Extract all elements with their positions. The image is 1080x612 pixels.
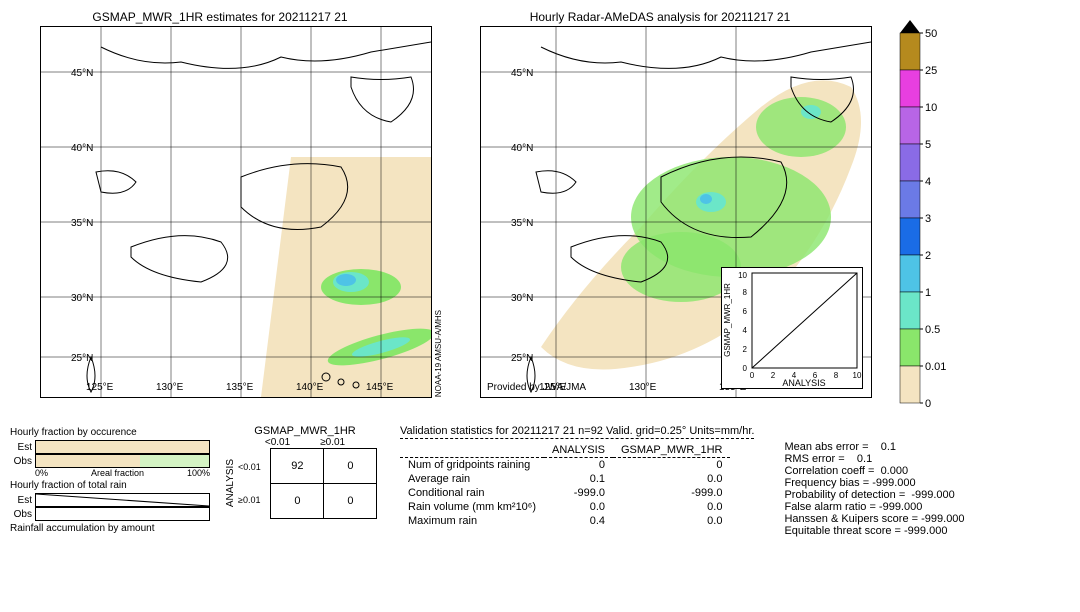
svg-text:8: 8 <box>834 371 839 380</box>
svg-text:35°N: 35°N <box>71 218 93 229</box>
occ-title: Hourly fraction by occurence <box>10 427 210 438</box>
svg-text:4: 4 <box>743 326 748 335</box>
top-row: GSMAP_MWR_1HR estimates for 20211217 21 <box>10 10 1070 410</box>
svg-text:30°N: 30°N <box>511 293 533 304</box>
stat-label: Rain volume (mm km²10⁶) <box>400 500 544 514</box>
svg-text:40°N: 40°N <box>71 143 93 154</box>
svg-text:6: 6 <box>743 307 748 316</box>
colorbar-tick: 4 <box>925 176 931 188</box>
stat-label: Num of gridpoints raining <box>400 458 544 473</box>
colorbar-tick: 1 <box>925 287 931 299</box>
svg-text:45°N: 45°N <box>511 68 533 79</box>
est-tot-bar <box>35 493 210 507</box>
cont-cell: 92 <box>271 449 324 484</box>
sat-credit: NOAA-19 AMSU-A/MHS <box>434 310 443 397</box>
svg-text:0: 0 <box>743 364 748 373</box>
metric-row: Hanssen & Kuipers score = -999.000 <box>784 513 964 525</box>
stat-val: 0.0 <box>613 514 730 528</box>
provided-by: Provided by JWA/JMA <box>487 382 586 393</box>
colorbar-tick: 10 <box>925 102 937 114</box>
colorbar-tick: 25 <box>925 65 937 77</box>
stat-label: Average rain <box>400 472 544 486</box>
cont-cell: 0 <box>271 484 324 519</box>
stat-val: 0.4 <box>544 514 613 528</box>
cont-cell: 0 <box>324 484 377 519</box>
validation-title: Validation statistics for 20211217 21 n=… <box>400 425 754 439</box>
svg-text:2: 2 <box>743 345 748 354</box>
metric-row: False alarm ratio = -999.000 <box>784 501 964 513</box>
metric-row: RMS error = 0.1 <box>784 453 964 465</box>
tot-title: Hourly fraction of total rain <box>10 480 210 491</box>
svg-text:35°N: 35°N <box>511 218 533 229</box>
stat-val: 0 <box>613 458 730 473</box>
stat-label: Maximum rain <box>400 514 544 528</box>
metric-row: Correlation coeff = 0.000 <box>784 465 964 477</box>
contingency-table: GSMAP_MWR_1HR <0.01≥0.01 ANALYSIS <0.01≥… <box>225 425 385 519</box>
svg-text:125°E: 125°E <box>86 382 114 393</box>
left-map-svg: 45°N 40°N 35°N 30°N 25°N 125°E 130°E 135… <box>41 27 431 397</box>
metric-row: Probability of detection = -999.000 <box>784 489 964 501</box>
metric-row: Frequency bias = -999.000 <box>784 477 964 489</box>
svg-text:45°N: 45°N <box>71 68 93 79</box>
svg-text:130°E: 130°E <box>156 382 184 393</box>
fraction-block: Hourly fraction by occurence Est Obs 0%A… <box>10 425 210 536</box>
svg-text:10: 10 <box>738 271 747 280</box>
left-map-panel: GSMAP_MWR_1HR estimates for 20211217 21 <box>10 10 430 410</box>
stat-val: 0.0 <box>613 500 730 514</box>
colorbar-tick: 0.01 <box>925 361 946 373</box>
stat-val: -999.0 <box>544 486 613 500</box>
colorbar-tick: 50 <box>925 28 937 40</box>
bottom-row: Hourly fraction by occurence Est Obs 0%A… <box>10 425 1070 537</box>
stat-val: -999.0 <box>613 486 730 500</box>
svg-text:130°E: 130°E <box>629 382 657 393</box>
svg-text:GSMAP_MWR_1HR: GSMAP_MWR_1HR <box>723 283 732 357</box>
validation-block: Validation statistics for 20211217 21 n=… <box>400 425 1070 537</box>
colorbar-tick: 0 <box>925 398 931 410</box>
stat-val: 0 <box>544 458 613 473</box>
colorbar-tick: 2 <box>925 250 931 262</box>
colorbar-panel: 50 25 10 5 4 3 2 1 0.5 0.01 0 <box>890 10 960 410</box>
accum-title: Rainfall accumulation by amount <box>10 523 210 534</box>
colorbar-tick: 3 <box>925 213 931 225</box>
stat-val: 0.0 <box>613 472 730 486</box>
right-map-panel: Hourly Radar-AMeDAS analysis for 2021121… <box>450 10 870 410</box>
obs-occ-bar <box>35 454 210 468</box>
svg-text:40°N: 40°N <box>511 143 533 154</box>
stat-val: 0.1 <box>544 472 613 486</box>
validation-table: ANALYSISGSMAP_MWR_1HR Num of gridpoints … <box>400 443 730 528</box>
svg-text:25°N: 25°N <box>71 353 93 364</box>
right-map-title: Hourly Radar-AMeDAS analysis for 2021121… <box>450 10 870 24</box>
svg-text:ANALYSIS: ANALYSIS <box>782 378 825 388</box>
scatter-inset: 0 2 4 6 8 10 0 2 4 6 8 10 ANALYSIS GS <box>721 267 863 389</box>
stat-val: 0.0 <box>544 500 613 514</box>
metric-row: Mean abs error = 0.1 <box>784 441 964 453</box>
svg-text:30°N: 30°N <box>71 293 93 304</box>
svg-text:0: 0 <box>750 371 755 380</box>
obs-tot-bar <box>35 507 210 521</box>
svg-text:2: 2 <box>771 371 776 380</box>
svg-text:10: 10 <box>853 371 862 380</box>
cont-cell: 0 <box>324 449 377 484</box>
svg-text:25°N: 25°N <box>511 353 533 364</box>
svg-text:8: 8 <box>743 288 748 297</box>
metric-row: Equitable threat score = -999.000 <box>784 525 964 537</box>
metrics-col: Mean abs error = 0.1RMS error = 0.1Corre… <box>784 425 964 537</box>
colorbar-tick: 0.5 <box>925 324 940 336</box>
svg-text:135°E: 135°E <box>226 382 254 393</box>
svg-text:145°E: 145°E <box>366 382 394 393</box>
est-occ-bar <box>35 440 210 454</box>
colorbar-tick: 5 <box>925 139 931 151</box>
stat-label: Conditional rain <box>400 486 544 500</box>
svg-text:140°E: 140°E <box>296 382 324 393</box>
left-map-title: GSMAP_MWR_1HR estimates for 20211217 21 <box>10 10 430 24</box>
